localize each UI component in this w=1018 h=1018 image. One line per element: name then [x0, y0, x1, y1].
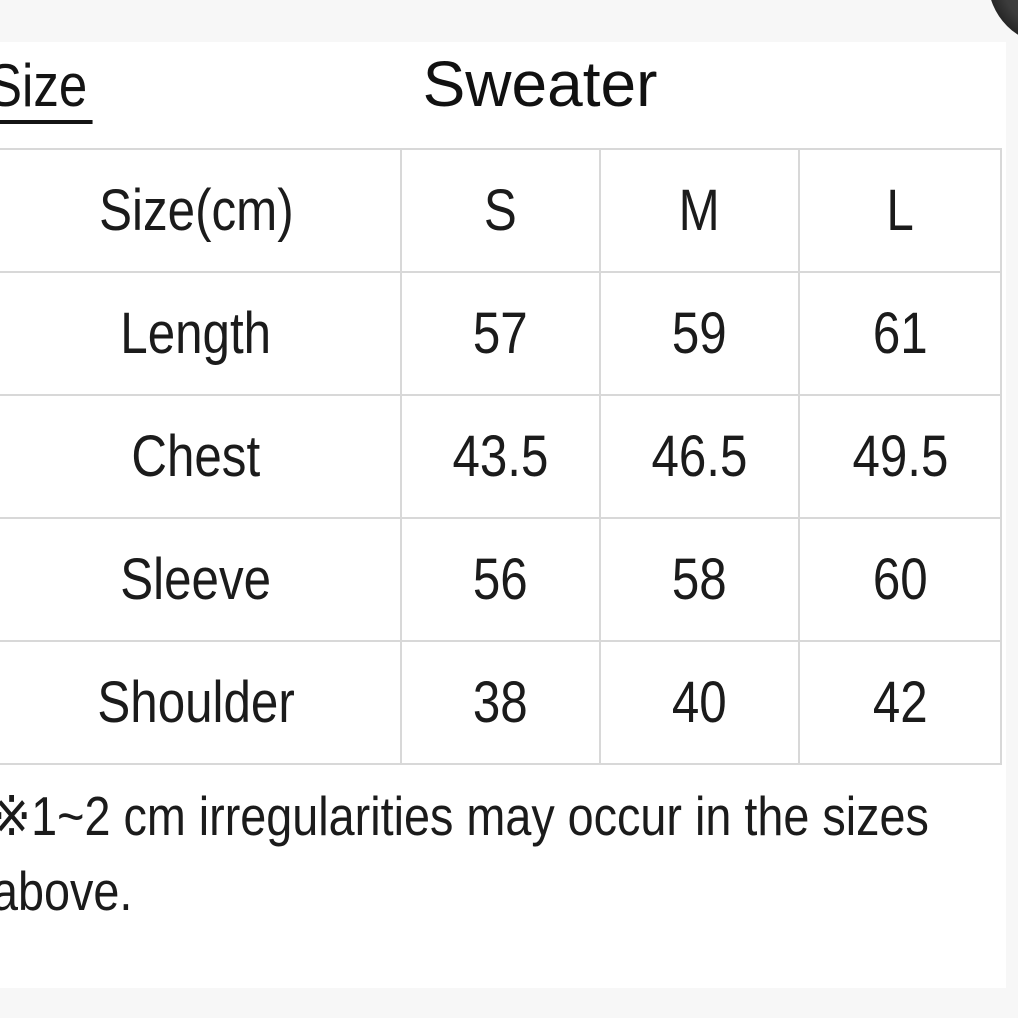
size-note: ※1~2 cm irregularities may occur in the … [0, 779, 1018, 929]
table-row-length: Length 57 59 61 [0, 271, 1002, 396]
column-header-size-cm: Size(cm) [0, 148, 402, 273]
column-header-l: L [798, 148, 1002, 273]
cell-length-m: 59 [599, 271, 800, 396]
cell-sleeve-l: 60 [798, 517, 1002, 642]
column-header-m: M [599, 148, 800, 273]
row-label-shoulder: Shoulder [0, 640, 402, 765]
size-chart-table: Size(cm) S M L Length 57 59 61 Chest 43.… [0, 148, 1002, 765]
row-label-chest: Chest [0, 394, 402, 519]
column-header-s: S [400, 148, 601, 273]
cell-length-l: 61 [798, 271, 1002, 396]
cell-chest-m: 46.5 [599, 394, 800, 519]
cell-length-s: 57 [400, 271, 601, 396]
cell-sleeve-m: 58 [599, 517, 800, 642]
table-row-chest: Chest 43.5 46.5 49.5 [0, 394, 1002, 519]
size-heading-label: Size [0, 56, 93, 124]
cropped-circle-button[interactable] [988, 0, 1018, 45]
size-section-heading: Size [0, 56, 111, 124]
row-label-sleeve: Sleeve [0, 517, 402, 642]
cell-shoulder-m: 40 [599, 640, 800, 765]
cell-chest-s: 43.5 [400, 394, 601, 519]
cell-chest-l: 49.5 [798, 394, 1002, 519]
cell-shoulder-s: 38 [400, 640, 601, 765]
table-row-sleeve: Sleeve 56 58 60 [0, 517, 1002, 642]
row-label-length: Length [0, 271, 402, 396]
table-header-row: Size(cm) S M L [0, 148, 1002, 273]
size-note-line-2: above. [0, 860, 133, 922]
table-row-shoulder: Shoulder 38 40 42 [0, 640, 1002, 765]
cell-shoulder-l: 42 [798, 640, 1002, 765]
product-title: Sweater [422, 48, 658, 120]
cell-sleeve-s: 56 [400, 517, 601, 642]
size-note-line-1: ※1~2 cm irregularities may occur in the … [0, 785, 929, 847]
